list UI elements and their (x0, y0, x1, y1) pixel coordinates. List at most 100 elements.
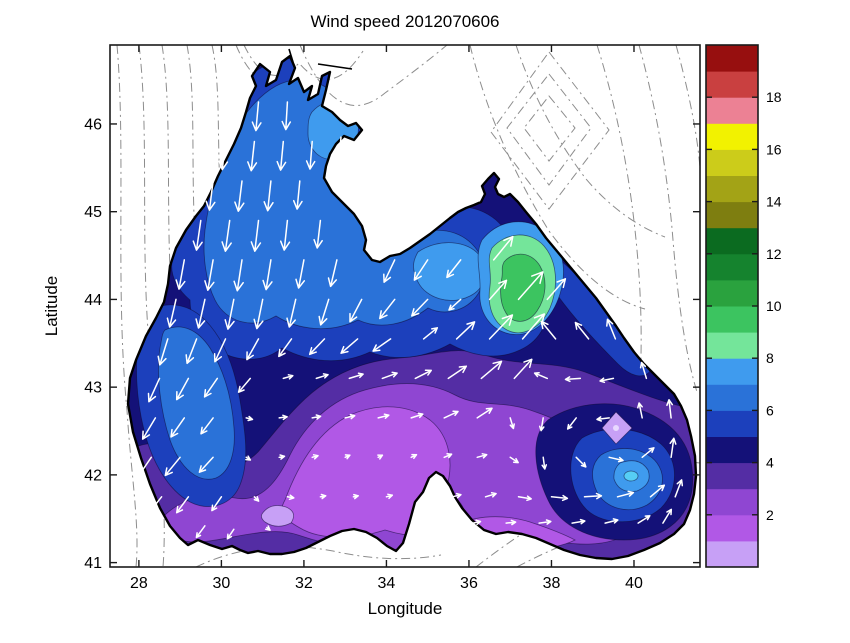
wind-arrow (488, 314, 514, 340)
wind-arrow (492, 235, 514, 261)
wind-arrow (175, 496, 190, 514)
x-tick-label: 32 (295, 575, 313, 592)
wind-arrow (247, 140, 258, 172)
wind-arrow (204, 259, 215, 291)
colorbar-tick-label: 18 (766, 89, 782, 105)
wind-arrow (234, 180, 245, 212)
wind-arrow (377, 454, 384, 460)
wind-arrow (147, 496, 163, 515)
wind-arrow (422, 327, 439, 340)
wind-arrow (352, 493, 359, 500)
wind-arrow (546, 278, 567, 301)
plot-border (109, 44, 701, 568)
wind-arrow (385, 493, 394, 500)
wind-arrow (446, 259, 462, 279)
y-tick-label: 45 (84, 204, 102, 221)
colorbar-band (706, 410, 758, 437)
wind-arrow (472, 519, 482, 526)
colorbar-band (706, 175, 758, 203)
wind-arrow (381, 371, 398, 380)
wind-arrow (550, 494, 569, 502)
axes: 28 30 32 34 36 38 40 41 42 43 44 45 46 Longitude La… (42, 44, 701, 618)
wind-arrow (295, 259, 306, 289)
wind-arrow (192, 219, 203, 251)
wind-arrow (211, 496, 223, 512)
colorbar-band (706, 488, 758, 516)
x-tick-label: 40 (625, 575, 643, 592)
wind-arrow (447, 365, 468, 380)
wind-arrow (484, 492, 497, 498)
wind-arrow (666, 399, 674, 419)
wind-arrow (311, 414, 322, 420)
colorbar-tick-label: 14 (766, 194, 782, 210)
wind-arrow (344, 454, 351, 460)
x-axis-label: Longitude (368, 599, 443, 618)
colorbar-band (706, 149, 758, 176)
wind-arrow (377, 413, 390, 419)
y-tick-label: 43 (84, 380, 102, 397)
wind-arrow (349, 298, 363, 323)
wind-arrow (292, 180, 303, 210)
colorbar-band (706, 358, 758, 385)
wind-arrow (213, 338, 227, 363)
wind-arrow (319, 493, 327, 500)
wind-arrow (175, 377, 190, 401)
colorbar-tick-label: 4 (766, 455, 774, 471)
wind-arrow (533, 371, 549, 380)
colorbar-band (706, 123, 758, 150)
wind-arrow (448, 298, 462, 311)
wind-arrow (410, 412, 424, 419)
wind-arrow (164, 456, 181, 477)
wind-arrow (372, 338, 392, 352)
river-line (317, 63, 353, 70)
colorbar-band (706, 253, 758, 281)
wind-arrow (278, 454, 286, 460)
wind-arrow (233, 259, 244, 292)
wind-arrow (318, 298, 330, 326)
wind-arrow (246, 338, 260, 361)
wind-arrow (311, 454, 319, 460)
wind-arrow (221, 219, 232, 252)
wind-arrow (564, 376, 582, 383)
wind-arrow (541, 456, 548, 470)
wind-arrow (218, 140, 229, 171)
wind-arrow (245, 455, 252, 461)
wind-arrow (410, 453, 418, 460)
colorbar-band (706, 227, 758, 255)
wind-arrow (669, 437, 677, 459)
wind-arrow (157, 338, 169, 366)
wind-arrow (226, 528, 235, 540)
isobar-line (596, 44, 642, 453)
wind-arrow (606, 318, 617, 340)
wind-arrow (566, 417, 577, 430)
wind-arrow (604, 518, 619, 524)
wind-arrow (575, 456, 587, 468)
river-line (288, 48, 294, 63)
wind-arrow (344, 413, 356, 420)
wind-arrow (276, 140, 287, 171)
y-tick-label: 41 (84, 555, 102, 572)
contour-cyan-core (623, 470, 639, 482)
x-tick-label: 38 (543, 575, 561, 592)
wind-arrow (476, 453, 488, 459)
wind-arrow (263, 180, 274, 212)
contour-lavender-spot (261, 505, 294, 527)
colorbar-tick-label: 16 (766, 141, 782, 157)
wind-arrow (413, 259, 429, 281)
isobar-line (469, 44, 646, 310)
coastline (126, 54, 698, 561)
wind-arrow (203, 377, 219, 398)
wind-arrow (185, 338, 198, 365)
x-axis: 28 30 32 34 36 38 40 (130, 45, 643, 592)
wind-arrow (175, 259, 186, 290)
colorbar-tick-label: 6 (766, 402, 774, 418)
wind-arrow (340, 338, 359, 354)
wind-arrow (278, 338, 293, 358)
wind-arrow (574, 321, 590, 340)
wind-arrow (596, 416, 610, 422)
wind-arrow (253, 298, 264, 330)
colorbar-tick-label: 12 (766, 246, 782, 262)
wind-arrow (205, 180, 216, 211)
isobar-line (515, 44, 666, 238)
